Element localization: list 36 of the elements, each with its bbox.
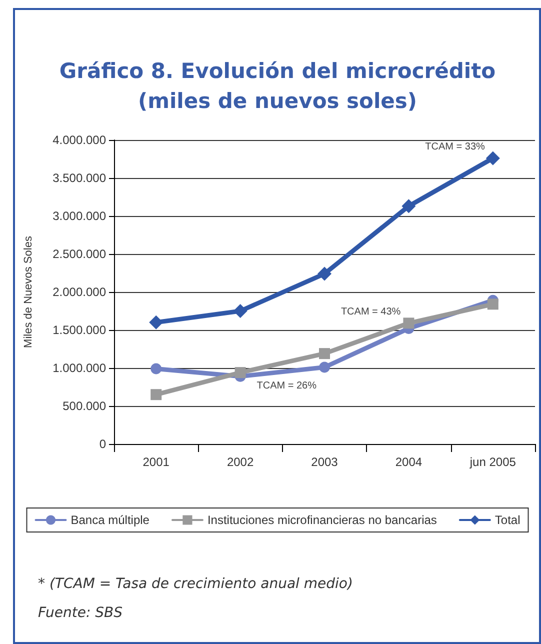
y-tick-label: 2.000.000 — [52, 285, 106, 299]
text: * (TCAM = Tasa de crecimiento anual medio) — [38, 575, 353, 594]
y-tick-label: 3.000.000 — [52, 209, 106, 223]
y-tick-label: 4.000.000 — [52, 133, 106, 147]
legend-label: Total — [494, 513, 520, 527]
x-tick-label: 2001 — [142, 455, 170, 469]
source-note: Fuente: SBS — [38, 604, 124, 623]
y-tick-label: 0 — [99, 437, 106, 451]
legend-label: Instituciones microfinancieras no bancarias — [207, 513, 437, 527]
point — [318, 266, 332, 281]
y-tick-label: 2.500.000 — [52, 247, 106, 261]
chart-title: Gráfico 8. Evolución del microcrédito (miles de nuevos soles) — [58, 58, 497, 115]
y-tick-label: 1.500.000 — [52, 323, 106, 337]
y-axis-title: Miles de Nuevos Soles — [22, 236, 34, 348]
annotation: TCAM = 26% — [256, 380, 317, 392]
point — [402, 199, 416, 214]
point — [150, 389, 162, 400]
point — [403, 318, 414, 329]
x-tick-label: 2003 — [311, 455, 338, 469]
x-tick-label: jun 2005 — [468, 455, 516, 469]
y-tick-label: 3.500.000 — [52, 171, 106, 185]
point — [233, 304, 248, 318]
y-tick-label: 500.000 — [62, 399, 106, 413]
annotation: TCAM = 43% — [340, 306, 401, 318]
point — [487, 298, 498, 310]
y-tick-label: 1.000.000 — [52, 361, 106, 375]
x-tick-label: 2002 — [226, 455, 254, 469]
point — [319, 362, 330, 373]
annotation: TCAM = 33% — [425, 142, 485, 153]
point — [150, 363, 162, 374]
point — [149, 315, 164, 330]
point — [234, 367, 246, 378]
point — [486, 151, 500, 166]
legend-label: Banca múltiple — [70, 513, 150, 527]
point — [319, 348, 330, 360]
x-tick-label: 2004 — [395, 455, 422, 469]
